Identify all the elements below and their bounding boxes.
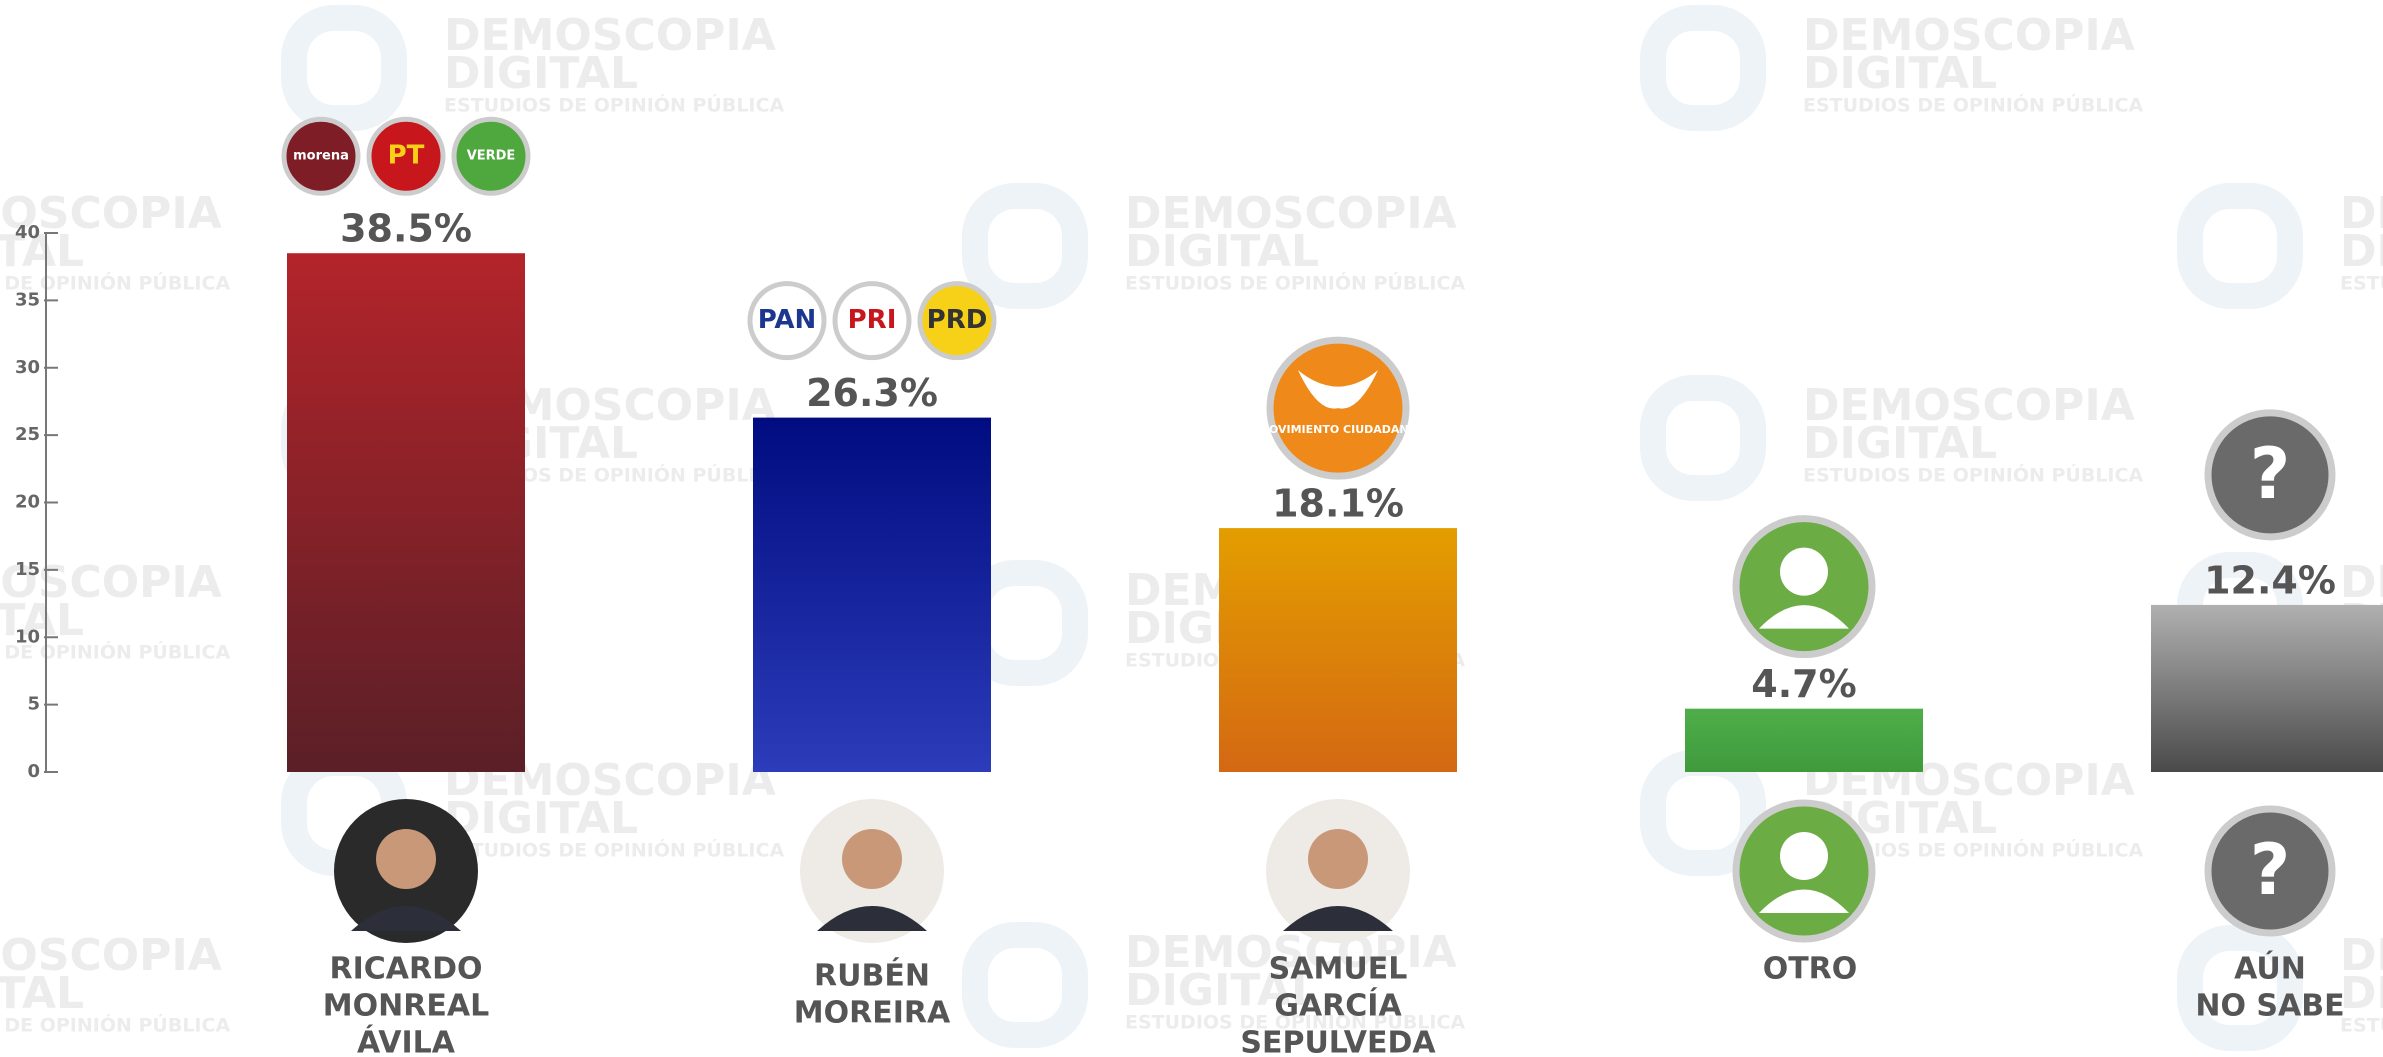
bar: [753, 418, 991, 772]
y-tick-label: 30: [15, 357, 40, 378]
category-label: SAMUEL: [1269, 952, 1408, 987]
watermark-logo: [975, 935, 1075, 1035]
y-tick-label: 0: [27, 761, 40, 782]
y-tick-label: 20: [15, 492, 40, 513]
watermark-logo: [975, 196, 1075, 296]
category-label: RUBÉN: [814, 958, 930, 994]
watermark-logo: [2190, 196, 2290, 296]
value-label: 26.3%: [806, 371, 938, 415]
value-label: 18.1%: [1272, 482, 1404, 526]
party-logo-text: PRD: [927, 305, 988, 335]
y-tick-label: 10: [15, 626, 40, 647]
party-logo-text: PT: [388, 141, 425, 171]
unknown-icon-mark: ?: [2250, 829, 2291, 911]
unknown-icon-mark: ?: [2250, 433, 2291, 515]
watermark-subtitle: DIGITAL: [2340, 226, 2383, 277]
person-head: [1780, 548, 1828, 596]
watermark-tagline: ESTUDIOS DE OPINIÓN PÚBLICA: [2340, 271, 2383, 295]
watermark-subtitle: DIGITAL: [0, 226, 84, 277]
bar: [1685, 709, 1923, 772]
y-tick-label: 5: [27, 694, 40, 715]
category-label: ÁVILA: [357, 1025, 456, 1057]
party-logo-text: VERDE: [467, 149, 516, 164]
value-label: 12.4%: [2204, 558, 2336, 602]
value-label: 4.7%: [1751, 662, 1856, 706]
watermark-subtitle: DIGITAL: [0, 595, 84, 646]
party-logo-text: morena: [293, 149, 349, 164]
watermark-tagline: ESTUDIOS DE OPINIÓN PÚBLICA: [1803, 93, 2143, 117]
watermark-logo: [294, 18, 394, 118]
party-logo-text: MOVIMIENTO CIUDADANO: [1258, 423, 1418, 436]
watermark-tagline: ESTUDIOS DE OPINIÓN PÚBLICA: [444, 93, 784, 117]
watermark-tagline: ESTUDIOS DE OPINIÓN PÚBLICA: [1125, 271, 1465, 295]
candidate-face: [376, 829, 436, 889]
value-label: 38.5%: [340, 207, 472, 251]
watermark-tagline: ESTUDIOS DE OPINIÓN PÚBLICA: [2340, 1013, 2383, 1037]
party-logo-text: PAN: [758, 305, 817, 335]
y-tick-label: 40: [15, 222, 40, 243]
category-label: OTRO: [1763, 952, 1858, 987]
party-logo-text: PRI: [848, 305, 897, 335]
watermark-subtitle: DIGITAL: [1125, 226, 1319, 277]
watermark-logo: [1653, 388, 1753, 488]
watermark-subtitle: DIGITAL: [1803, 418, 1997, 469]
watermark-subtitle: DIGITAL: [2340, 968, 2383, 1019]
watermark-tagline: ESTUDIOS DE OPINIÓN PÚBLICA: [0, 1013, 230, 1037]
watermark-subtitle: DIGITAL: [1803, 48, 1997, 99]
chart: DEMOSCOPIADIGITALESTUDIOS DE OPINIÓN PÚB…: [0, 0, 2383, 1057]
category-label: MONREAL: [323, 989, 489, 1024]
bar: [1219, 528, 1457, 772]
bar: [287, 253, 525, 772]
candidate-face: [842, 829, 902, 889]
category-label: NO SABE: [2195, 989, 2344, 1024]
candidate-face: [1308, 829, 1368, 889]
category-label: GARCÍA: [1274, 988, 1402, 1024]
category-label: AÚN: [2234, 950, 2306, 987]
bar: [2151, 605, 2383, 772]
person-head: [1780, 832, 1828, 880]
watermark-subtitle: DIGITAL: [444, 793, 638, 844]
y-tick-label: 35: [15, 289, 40, 310]
watermark-subtitle: DIGITAL: [0, 968, 84, 1019]
watermark-tagline: ESTUDIOS DE OPINIÓN PÚBLICA: [444, 838, 784, 862]
watermark-tagline: ESTUDIOS DE OPINIÓN PÚBLICA: [1803, 463, 2143, 487]
watermark-logo: [1653, 18, 1753, 118]
y-tick-label: 25: [15, 424, 40, 445]
watermark-subtitle: DIGITAL: [444, 48, 638, 99]
category-label: SEPULVEDA: [1240, 1026, 1436, 1057]
category-label: RICARDO: [329, 952, 482, 987]
category-label: MOREIRA: [794, 996, 951, 1031]
y-tick-label: 15: [15, 559, 40, 580]
